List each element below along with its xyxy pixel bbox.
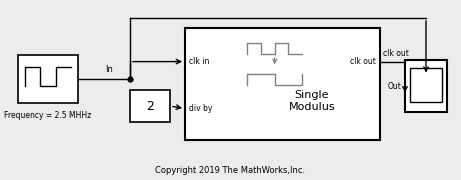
Text: 2: 2 (146, 100, 154, 112)
Bar (185, 28, 380, 140)
Bar (18, 55, 78, 103)
Text: In: In (105, 65, 113, 74)
Text: Single: Single (295, 90, 329, 100)
Text: clk out: clk out (350, 57, 376, 66)
Bar (405, 60, 447, 112)
Bar (410, 68, 442, 102)
Text: div by: div by (189, 104, 213, 113)
Text: clk in: clk in (189, 57, 209, 66)
Text: clk out: clk out (383, 49, 409, 58)
Text: Frequency = 2.5 MHHz: Frequency = 2.5 MHHz (4, 111, 92, 120)
Text: Copyright 2019 The MathWorks,Inc.: Copyright 2019 The MathWorks,Inc. (155, 166, 306, 175)
Text: Modulus: Modulus (289, 102, 335, 112)
Text: Out: Out (388, 82, 402, 91)
Bar (130, 90, 170, 122)
